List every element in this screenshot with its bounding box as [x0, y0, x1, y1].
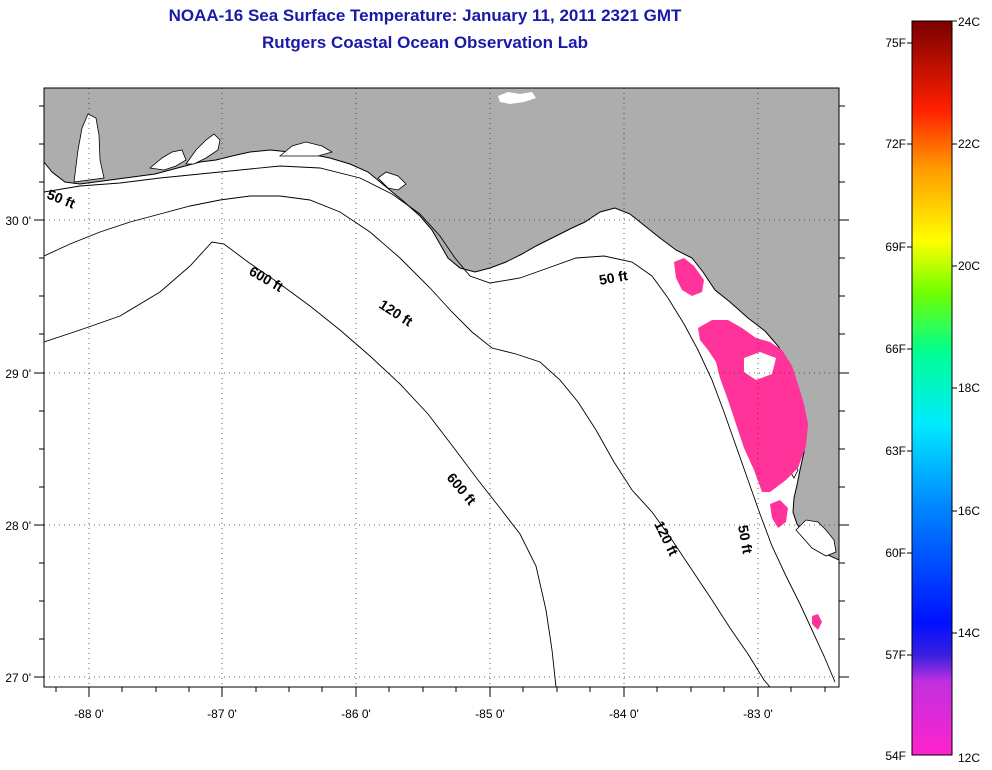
colorbar-f-label: 60F — [885, 546, 906, 560]
contour-label: 50 ft — [735, 524, 756, 555]
colorbar — [911, 20, 953, 756]
lat-label: 28 0' — [5, 519, 31, 533]
bay-inlet — [377, 171, 407, 191]
lat-label: 29 0' — [5, 367, 31, 381]
colorbar-f-label: 57F — [885, 648, 906, 662]
map-title: NOAA-16 Sea Surface Temperature: January… — [168, 6, 682, 25]
contour-label: 50 ft — [598, 267, 629, 288]
sst-patch — [674, 258, 704, 296]
lon-label: -83 0' — [743, 707, 773, 721]
contour-600ft — [44, 241, 557, 687]
lat-label: 30 0' — [5, 214, 31, 228]
colorbar-ticks — [907, 20, 957, 656]
lat-label: 27 0' — [5, 671, 31, 685]
colorbar-c-label: 22C — [958, 137, 980, 151]
colorbar-c-label: 24C — [958, 15, 980, 29]
sst-patch — [812, 614, 822, 630]
frame-ticks — [34, 105, 849, 697]
lake — [498, 92, 536, 104]
sst-patch — [698, 320, 808, 492]
colorbar-f-label: 63F — [885, 444, 906, 458]
colorbar-f-label: 75F — [885, 36, 906, 50]
colorbar-c-label: 20C — [958, 259, 980, 273]
bay-inlet — [185, 133, 221, 165]
colorbar-c-label: 16C — [958, 504, 980, 518]
land-mass — [44, 88, 839, 561]
contour-120ft — [44, 195, 771, 687]
map-subtitle: Rutgers Coastal Ocean Observation Lab — [262, 33, 588, 52]
lon-label: -84 0' — [609, 707, 639, 721]
colorbar-c-label: 14C — [958, 626, 980, 640]
colorbar-f-label: 69F — [885, 240, 906, 254]
lon-label: -87 0' — [207, 707, 237, 721]
lon-label: -86 0' — [341, 707, 371, 721]
lon-label: -88 0' — [74, 707, 104, 721]
colorbar-c-label: 12C — [958, 751, 980, 765]
map-area — [44, 88, 839, 687]
bay-inlet — [278, 141, 333, 157]
map-frame — [43, 87, 840, 688]
bay-inlet — [149, 149, 187, 171]
colorbar-f-label: 66F — [885, 342, 906, 356]
lon-label: -85 0' — [475, 707, 505, 721]
colorbar-f-label: 54F — [885, 749, 906, 763]
colorbar-c-label: 18C — [958, 381, 980, 395]
bay-inlet — [795, 519, 837, 557]
sst-patch-gap — [744, 352, 776, 380]
sst-patch — [770, 500, 788, 528]
colorbar-f-label: 72F — [885, 137, 906, 151]
